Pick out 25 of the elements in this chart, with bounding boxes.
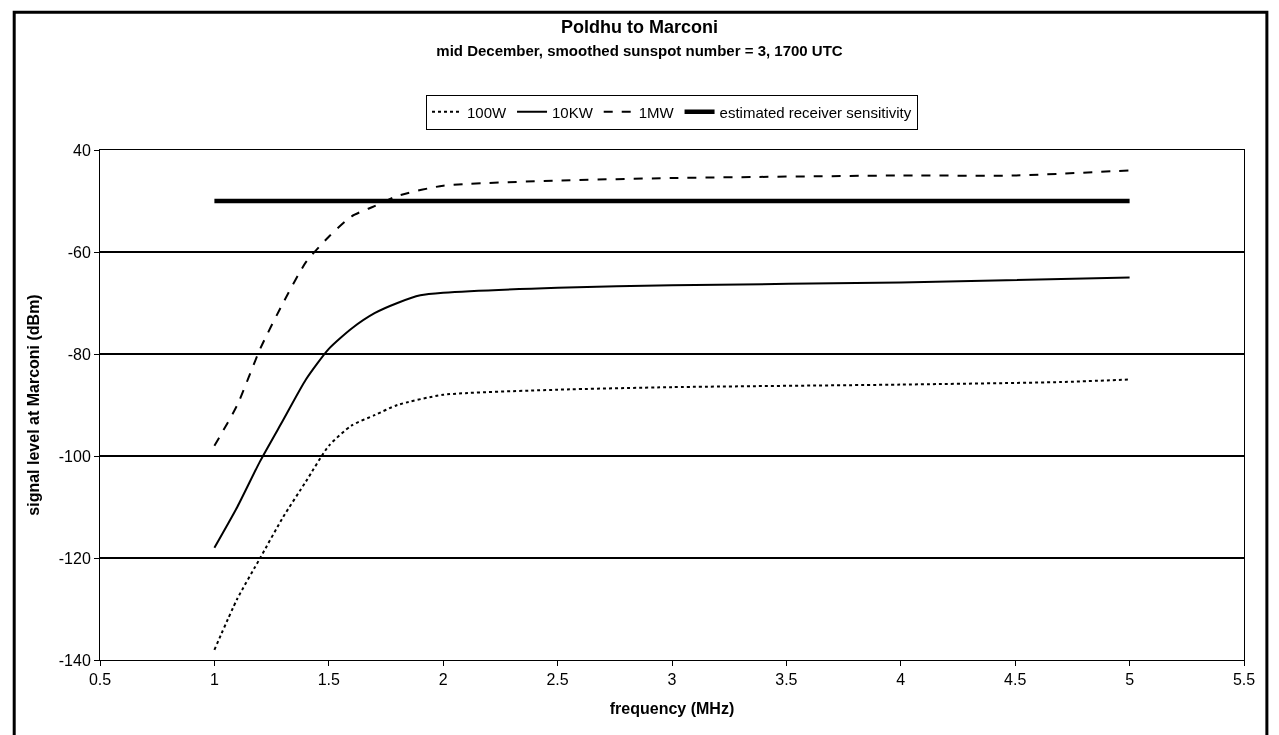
x-tick-label: 1.5 — [317, 671, 341, 689]
x-tick-label: 4 — [896, 671, 906, 689]
legend-label: 1MW — [638, 103, 675, 121]
x-axis-title: frequency (MHz) — [609, 699, 735, 717]
x-tick-label: 1 — [209, 671, 219, 689]
legend-label: estimated receiver sensitivity — [719, 103, 912, 121]
y-axis-title: signal level at Marconi (dBm) — [24, 294, 42, 516]
x-tick-label: 3 — [667, 671, 677, 689]
y-tick-label: -80 — [67, 345, 91, 363]
x-tick-label: 0.5 — [88, 671, 112, 689]
chart-subtitle: mid December, smoothed sunspot number = 3, 1700 UTC — [436, 42, 843, 60]
y-tick-label: -60 — [67, 243, 91, 261]
y-tick-label: 40 — [73, 141, 91, 159]
y-tick-label: -140 — [58, 651, 91, 669]
y-tick-label: -100 — [58, 447, 91, 465]
legend-label: 100W — [467, 103, 508, 121]
x-tick-label: 5.5 — [1232, 671, 1256, 689]
x-tick-label: 3.5 — [775, 671, 798, 689]
legend-label: 10KW — [552, 103, 594, 121]
y-tick-label: -120 — [58, 549, 91, 567]
x-tick-label: 2.5 — [546, 671, 569, 689]
x-tick-label: 4.5 — [1004, 671, 1027, 689]
x-tick-label: 5 — [1125, 671, 1135, 689]
x-tick-label: 2 — [438, 671, 448, 689]
chart-title: Poldhu to Marconi — [561, 17, 718, 38]
